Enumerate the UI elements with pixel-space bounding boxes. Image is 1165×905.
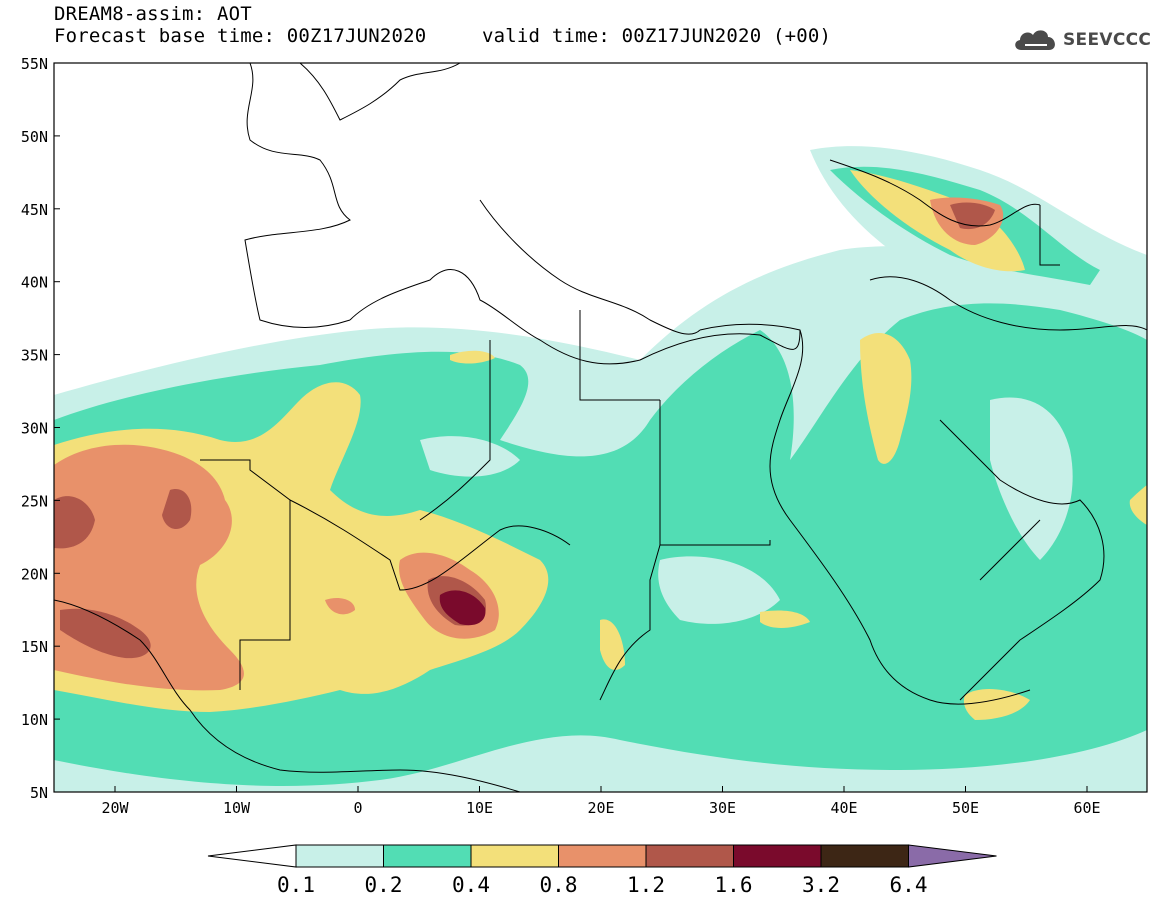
lat-tick-label: 30N: [21, 420, 48, 438]
latitude-axis: 55N 50N 45N 40N 35N 30N 25N 20N 15N 10N 5N: [21, 55, 60, 802]
lat-tick-label: 40N: [21, 274, 48, 292]
colorbar: [207, 844, 997, 868]
lat-tick-label: 20N: [21, 565, 48, 583]
colorbar-label: 3.2: [802, 873, 840, 897]
colorbar-min-arrow: [207, 844, 297, 868]
colorbar-label: 0.2: [364, 873, 403, 897]
forecast-base-time: Forecast base time: 00Z17JUN2020: [54, 25, 427, 47]
lat-tick-label: 10N: [21, 711, 48, 729]
colorbar-label: 0.8: [539, 873, 578, 897]
lon-tick-label: 10W: [223, 799, 251, 817]
chart-title: DREAM8-assim: AOT: [54, 3, 252, 25]
colorbar-segment: [733, 844, 822, 868]
lat-tick-label: 50N: [21, 128, 48, 146]
colorbar-segment: [295, 844, 384, 868]
colorbar-label: 0.1: [277, 873, 315, 897]
lat-tick-label: 15N: [21, 638, 48, 656]
colorbar-segment: [558, 844, 647, 868]
colorbar-label: 1.6: [714, 873, 753, 897]
colorbar-label: 1.2: [627, 873, 665, 897]
lon-tick-label: 30E: [709, 799, 736, 817]
logo-text: SEEVCCC: [1063, 30, 1152, 50]
lon-tick-label: 20W: [101, 799, 129, 817]
lat-tick-label: 5N: [30, 784, 48, 802]
colorbar-label: 0.4: [452, 873, 490, 897]
colorbar-label: 6.4: [889, 873, 928, 897]
colorbar-segment: [820, 844, 909, 868]
colorbar-segment: [383, 844, 472, 868]
cloud-icon: [1015, 30, 1055, 50]
aot-field: [54, 63, 1147, 792]
coastlines: [54, 63, 1147, 792]
lat-tick-label: 45N: [21, 201, 48, 219]
lon-tick-label: 50E: [952, 799, 979, 817]
lat-tick-label: 25N: [21, 492, 48, 510]
lon-tick-label: 40E: [830, 799, 857, 817]
lat-tick-label: 55N: [21, 55, 48, 73]
lon-tick-label: 20E: [587, 799, 614, 817]
lon-tick-label: 0: [353, 799, 362, 817]
valid-time: valid time: 00Z17JUN2020 (+00): [482, 25, 832, 47]
lon-tick-label: 60E: [1073, 799, 1100, 817]
colorbar-max-arrow: [908, 844, 997, 868]
colorbar-segment: [470, 844, 559, 868]
seevccc-logo: SEEVCCC: [1011, 24, 1151, 56]
lon-tick-label: 10E: [466, 799, 493, 817]
lat-tick-label: 35N: [21, 347, 48, 365]
colorbar-segment: [645, 844, 734, 868]
longitude-axis: 20W 10W 0 10E 20E 30E 40E 50E 60E: [101, 786, 1101, 817]
